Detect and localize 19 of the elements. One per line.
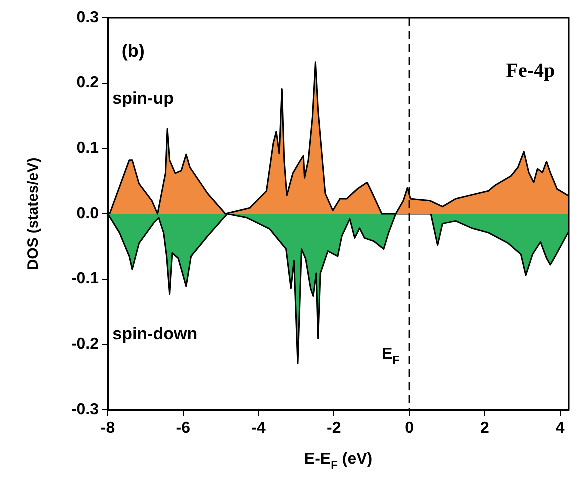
y-tick-label: 0.3 bbox=[76, 9, 100, 26]
x-tick-label: -8 bbox=[100, 420, 116, 438]
y-tick-label: 0.0 bbox=[76, 205, 100, 222]
y-tick-label: -0.3 bbox=[71, 401, 100, 418]
y-tick-label: -0.2 bbox=[71, 336, 100, 354]
x-tick-label: 0 bbox=[405, 420, 414, 438]
annotation: spin-up bbox=[112, 89, 174, 108]
x-tick-label: -6 bbox=[176, 420, 191, 438]
annotation: spin-down bbox=[112, 324, 198, 344]
annotation: (b) bbox=[122, 41, 145, 62]
annotation: Fe-4p bbox=[506, 60, 556, 82]
x-tick-label: -4 bbox=[252, 420, 266, 438]
x-tick-label: 4 bbox=[556, 420, 565, 438]
y-axis-title: DOS (states/eV) bbox=[25, 158, 42, 270]
x-tick-label: 2 bbox=[480, 420, 490, 438]
y-tick-label: 0.2 bbox=[76, 74, 100, 92]
y-tick-label: -0.1 bbox=[71, 270, 100, 288]
x-tick-label: -2 bbox=[327, 420, 342, 438]
y-tick-label: 0.1 bbox=[76, 140, 100, 158]
